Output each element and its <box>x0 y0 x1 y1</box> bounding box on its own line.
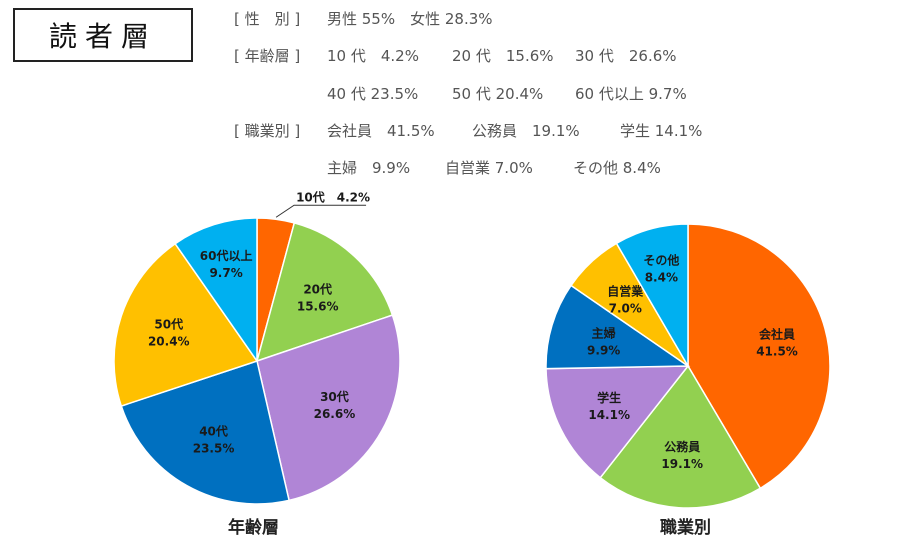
age-chart-caption: 年齢層 <box>228 518 279 538</box>
slice-category-label: 公務員 <box>664 439 700 454</box>
slice-value-label: 26.6% <box>314 407 356 421</box>
pie-slice <box>545 284 691 370</box>
age-label: [ 年齢層 ] <box>234 47 301 65</box>
slice-value-label: 23.5% <box>193 441 235 455</box>
pie-slice <box>174 217 258 364</box>
slice-value-label: 8.4% <box>645 270 678 284</box>
slice-value-label: 9.9% <box>587 344 620 358</box>
slice-value-label: 14.1% <box>588 408 630 422</box>
gender-label: [ 性 別 ] <box>234 10 301 28</box>
job-item: 会社員 41.5% <box>327 122 435 140</box>
slice-value-label: 20.4% <box>148 335 190 349</box>
slice-category-label: 主婦 <box>592 326 616 341</box>
pie-slice <box>256 314 401 502</box>
job-item: その他 8.4% <box>573 159 661 177</box>
slice-value-label: 41.5% <box>756 345 798 359</box>
page-title: 読者層 <box>48 20 157 53</box>
age-item: 30 代 26.6% <box>575 47 677 65</box>
age-item: 20 代 15.6% <box>452 47 554 65</box>
slice-category-label: 自営業 <box>607 283 644 298</box>
callout-label: 10代 4.2% <box>296 189 370 204</box>
job-item: 自営業 7.0% <box>445 159 533 177</box>
job-label: [ 職業別 ] <box>234 122 301 140</box>
slice-value-label: 19.1% <box>661 457 703 471</box>
age-item: 60 代以上 9.7% <box>575 85 687 103</box>
job-item: 主婦 9.9% <box>327 159 411 177</box>
slice-category-label: 30代 <box>320 389 349 404</box>
job-item: 学生 14.1% <box>620 122 703 140</box>
pie-slice <box>615 223 689 369</box>
slice-category-label: 学生 <box>597 390 621 405</box>
job-chart-caption: 職業別 <box>660 518 711 538</box>
gender-text: 男性 55% 女性 28.3% <box>327 10 493 28</box>
slice-value-label: 7.0% <box>609 301 642 315</box>
job-item: 公務員 19.1% <box>472 122 580 140</box>
age-item: 50 代 20.4% <box>452 85 544 103</box>
slice-category-label: 40代 <box>199 423 228 438</box>
age-item: 10 代 4.2% <box>327 47 419 65</box>
pie-slice <box>120 360 290 505</box>
slice-category-label: 60代以上 <box>200 248 253 263</box>
pie-slice <box>545 365 690 479</box>
age-item: 40 代 23.5% <box>327 85 419 103</box>
pie-slice <box>687 223 831 490</box>
slice-category-label: 50代 <box>154 317 183 332</box>
pie-slice <box>599 364 762 509</box>
callout-leader-line <box>275 204 367 218</box>
slice-value-label: 15.6% <box>297 299 339 313</box>
pie-slice <box>113 242 259 407</box>
slice-category-label: その他 <box>643 252 679 267</box>
slice-category-label: 20代 <box>303 281 332 296</box>
title-box: 読者層 <box>13 8 193 62</box>
slice-category-label: 会社員 <box>759 327 795 342</box>
slice-value-label: 9.7% <box>209 266 242 280</box>
